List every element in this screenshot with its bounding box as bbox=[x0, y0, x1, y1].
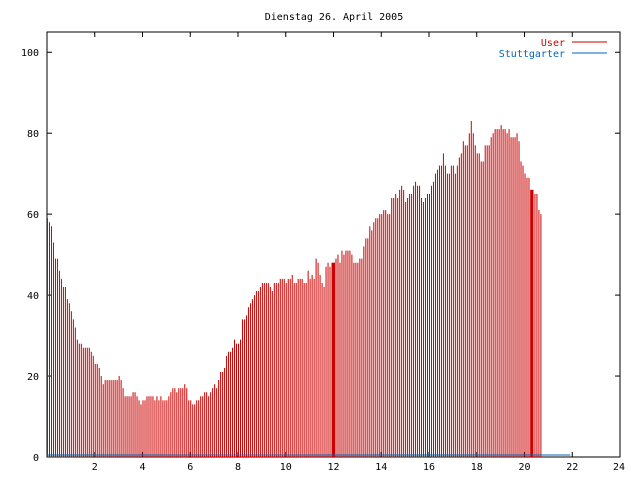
legend-label-stuttgarter: Stuttgarter bbox=[499, 49, 565, 60]
y-tick-label: 60 bbox=[27, 210, 39, 221]
x-tick-label: 24 bbox=[613, 462, 625, 473]
y-axis: 0 20 40 60 80 100 bbox=[21, 48, 620, 464]
legend-label-user: User bbox=[541, 38, 565, 49]
legend: User Stuttgarter bbox=[499, 38, 607, 60]
y-tick-label: 0 bbox=[33, 453, 39, 464]
x-tick-label: 8 bbox=[235, 462, 241, 473]
x-tick-label: 12 bbox=[327, 462, 339, 473]
x-tick-label: 4 bbox=[139, 462, 145, 473]
x-tick-label: 22 bbox=[566, 462, 578, 473]
chart-title: Dienstag 26. April 2005 bbox=[265, 12, 403, 23]
x-tick-label: 20 bbox=[518, 462, 530, 473]
x-tick-label: 10 bbox=[280, 462, 292, 473]
x-tick-label: 6 bbox=[187, 462, 193, 473]
x-tick-label: 16 bbox=[423, 462, 435, 473]
y-tick-label: 80 bbox=[27, 129, 39, 140]
x-tick-label: 2 bbox=[92, 462, 98, 473]
y-tick-label: 20 bbox=[27, 372, 39, 383]
x-tick-label: 14 bbox=[375, 462, 387, 473]
series-user-bars bbox=[47, 121, 542, 457]
y-tick-label: 100 bbox=[21, 48, 39, 59]
y-tick-label: 40 bbox=[27, 291, 39, 302]
x-tick-label: 18 bbox=[471, 462, 483, 473]
x-axis: 2 4 6 8 10 12 14 16 18 20 22 24 bbox=[92, 32, 625, 473]
